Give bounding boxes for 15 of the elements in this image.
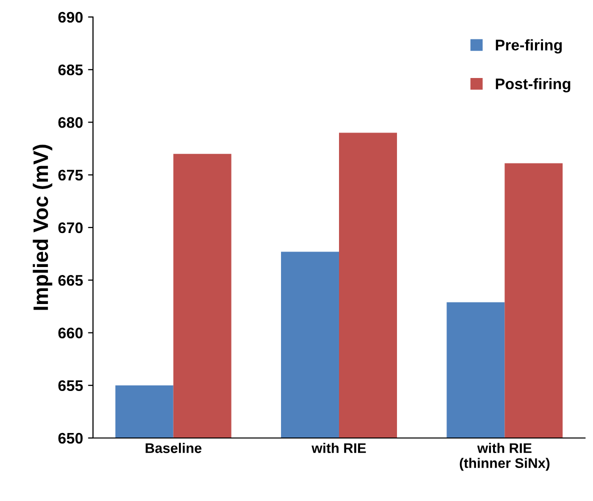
legend-label: Pre-firing <box>496 39 562 54</box>
y-tick-label: 655 <box>58 380 83 392</box>
x-tick-label: with RIE <box>312 442 366 454</box>
y-tick-label: 670 <box>58 222 83 234</box>
y-tick-label: 660 <box>58 328 83 338</box>
y-tick-label: 675 <box>58 170 83 181</box>
y-tick-label: 680 <box>58 117 83 128</box>
x-tick-label: Baseline <box>146 442 202 454</box>
legend-label: Post-firing <box>496 78 570 92</box>
y-tick-label: 690 <box>58 12 83 23</box>
y-axis-title: Implied Voc (mV) <box>32 144 52 310</box>
y-tick-label: 685 <box>58 64 83 76</box>
x-tick-label: with RIE (thinner SiNx) <box>460 442 550 471</box>
y-tick-label: 650 <box>58 432 83 444</box>
y-tick-label: 665 <box>58 274 83 286</box>
